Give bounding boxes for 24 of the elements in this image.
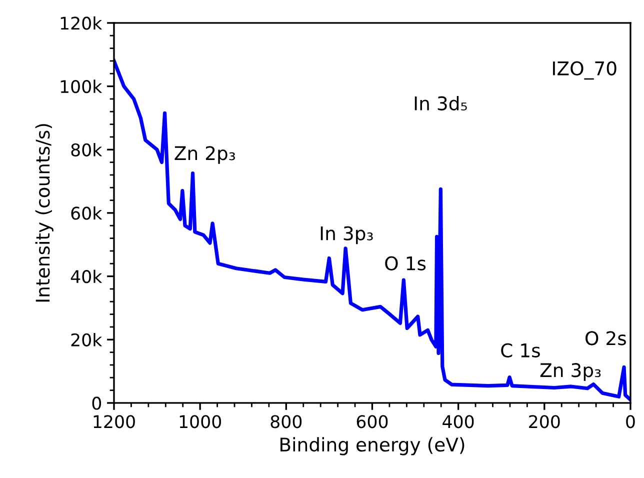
x-tick-label: 400 [442, 415, 474, 428]
x-tick-label: 800 [270, 415, 302, 428]
annotation: In 3d₅ [414, 96, 467, 110]
y-tick-label: 0 [92, 396, 102, 410]
annotation: In 3p₃ [320, 226, 373, 244]
y-tick-label: 80k [71, 143, 102, 156]
y-tick-label: 100k [60, 80, 102, 94]
x-axis-title: Binding energy (eV) [280, 437, 464, 456]
annotation: Zn 3p₃ [540, 363, 601, 381]
annotation: C 1s [501, 343, 540, 358]
annotation: O 2s [586, 331, 626, 346]
y-axis-title: Intensity (counts/s) [35, 124, 54, 302]
x-tick-label: 600 [356, 415, 388, 428]
y-tick-label: 60k [71, 206, 102, 220]
annotation: IZO_70 [553, 61, 616, 80]
y-tick-label: 20k [71, 333, 102, 346]
y-tick-label: 120k [60, 16, 102, 30]
x-tick-label: 200 [529, 415, 560, 428]
x-tick-label: 0 [626, 415, 635, 428]
y-tick-label: 40k [70, 270, 102, 284]
x-tick-label: 1200 [94, 415, 135, 428]
annotation: O 1s [385, 256, 426, 270]
x-tick-label: 1000 [180, 415, 222, 428]
annotation: Zn 2p₃ [174, 146, 235, 164]
